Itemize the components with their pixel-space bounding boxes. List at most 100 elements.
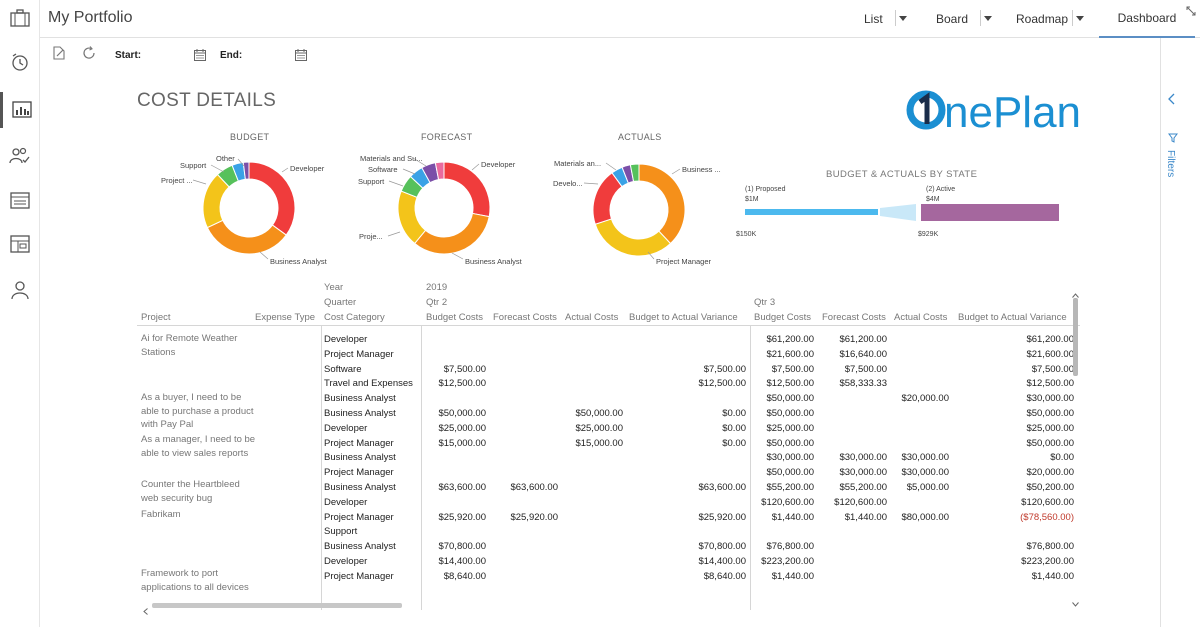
- donut-slice[interactable]: [621, 164, 635, 184]
- filter-icon[interactable]: [1168, 130, 1178, 148]
- value-cell: $30,000.00: [839, 452, 887, 464]
- donut-slice[interactable]: [421, 162, 440, 184]
- value-cell: $21,600.00: [1026, 348, 1074, 360]
- nav-portfolio-icon[interactable]: [0, 0, 40, 36]
- leader-line: [192, 179, 207, 185]
- leader-line: [259, 251, 269, 260]
- refresh-icon[interactable]: [82, 46, 96, 65]
- cost-category-cell: Software: [324, 363, 362, 375]
- value-cell: $25,920.00: [698, 511, 746, 523]
- vertical-scroll-thumb[interactable]: [1073, 298, 1078, 376]
- nav-timesheet-icon[interactable]: [0, 44, 40, 80]
- value-cell: $50,200.00: [1026, 482, 1074, 493]
- start-calendar-icon[interactable]: [194, 48, 206, 66]
- horizontal-scroll-thumb[interactable]: [152, 603, 402, 608]
- value-cell: $120,600.00: [1021, 496, 1074, 508]
- col-header: Qtr 2: [426, 297, 448, 308]
- nav-user-icon[interactable]: [0, 272, 40, 308]
- donut-label: Support: [180, 161, 207, 170]
- value-cell: $70,800.00: [698, 541, 746, 553]
- value-cell: $8,640.00: [443, 570, 486, 582]
- donut-label: Materials and Su...: [360, 154, 423, 163]
- scroll-left-icon[interactable]: [143, 602, 148, 620]
- value-cell: $14,400.00: [438, 556, 486, 567]
- donut-slice[interactable]: [611, 166, 629, 188]
- donut-label: Support: [358, 177, 385, 186]
- chevron-left-icon[interactable]: [1168, 92, 1176, 110]
- expand-icon[interactable]: [1186, 3, 1196, 21]
- donut-slice[interactable]: [206, 219, 287, 255]
- donut-slice[interactable]: [216, 164, 239, 188]
- chevron-down-icon[interactable]: [980, 10, 994, 26]
- state-top-value: $4M: [926, 196, 940, 203]
- donut-slice[interactable]: [231, 161, 246, 182]
- chevron-down-icon[interactable]: [1072, 10, 1086, 26]
- value-cell: $50,000.00: [766, 467, 814, 479]
- row-header: Project: [141, 312, 171, 323]
- value-cell: $12,500.00: [766, 378, 814, 390]
- value-cell: $7,500.00: [443, 363, 486, 375]
- donut-label: Project Manager: [656, 257, 712, 266]
- donut-title: ACTUALS: [618, 132, 662, 142]
- nav-board-icon[interactable]: [0, 226, 40, 262]
- end-label: End:: [220, 50, 243, 61]
- value-cell: $15,000.00: [438, 437, 486, 449]
- value-cell: $1,440.00: [844, 511, 887, 523]
- tab-board[interactable]: Board: [936, 12, 969, 26]
- value-cell: $30,000.00: [1026, 393, 1074, 405]
- donut-slice[interactable]: [443, 161, 491, 218]
- project-cell: Ai for Remote Weather Stations: [141, 333, 238, 358]
- donut-slice[interactable]: [202, 173, 230, 229]
- donut-slice[interactable]: [594, 218, 672, 257]
- donut-slice[interactable]: [248, 161, 296, 236]
- chevron-down-icon[interactable]: [895, 10, 909, 26]
- leader-line: [605, 162, 617, 171]
- value-cell: $8,640.00: [703, 570, 746, 582]
- measure-header: Budget Costs: [426, 312, 484, 323]
- row-header: Cost Category: [324, 312, 385, 323]
- donut-slice[interactable]: [413, 212, 490, 255]
- nav-calendar-icon[interactable]: [0, 182, 40, 218]
- value-cell: $7,500.00: [703, 363, 746, 375]
- donut-slice[interactable]: [434, 161, 445, 181]
- nav-dashboard-icon[interactable]: [0, 92, 40, 128]
- donut-slice[interactable]: [629, 163, 640, 183]
- leader-line: [583, 182, 599, 185]
- donut-slice[interactable]: [400, 175, 424, 198]
- value-cell: $15,000.00: [575, 437, 623, 449]
- svg-text:nePlan: nePlan: [944, 88, 1081, 137]
- filters-label[interactable]: Filters: [1165, 150, 1176, 178]
- toolbar: Start: End:: [40, 38, 1160, 72]
- donut-label: Business Analyst: [465, 257, 522, 266]
- donut-label: Materials an...: [554, 159, 602, 168]
- tab-dashboard[interactable]: Dashboard: [1099, 0, 1195, 38]
- value-cell: $21,600.00: [766, 348, 814, 360]
- nav-resources-icon[interactable]: [0, 138, 40, 174]
- value-cell: $0.00: [722, 437, 746, 449]
- donut-slice[interactable]: [409, 167, 431, 189]
- report-title: COST DETAILS: [137, 90, 277, 111]
- state-chart: BUDGET & ACTUALS BY STATE (1) Proposed $1M…: [736, 169, 1059, 238]
- value-cell: $50,000.00: [575, 408, 623, 419]
- value-cell: $20,000.00: [1026, 467, 1074, 479]
- state-bar: [745, 209, 878, 215]
- project-cell: Fabrikam: [141, 509, 181, 520]
- donut-label: Developer: [481, 160, 516, 169]
- donut-slice[interactable]: [638, 163, 686, 245]
- tab-list[interactable]: List: [864, 12, 883, 26]
- value-cell: $7,500.00: [844, 363, 887, 375]
- value-cell: $0.00: [1050, 452, 1074, 464]
- donut-slice[interactable]: [242, 161, 250, 180]
- donut-slice[interactable]: [592, 172, 623, 225]
- value-cell: $12,500.00: [1026, 378, 1074, 390]
- end-calendar-icon[interactable]: [295, 48, 307, 66]
- scroll-down-icon[interactable]: [1072, 594, 1079, 612]
- donut-slice[interactable]: [397, 190, 427, 245]
- leader-line: [387, 231, 401, 237]
- tab-roadmap[interactable]: Roadmap: [1016, 12, 1069, 26]
- edit-icon[interactable]: [52, 46, 66, 65]
- scroll-up-icon[interactable]: [1072, 285, 1079, 303]
- value-cell: $0.00: [722, 422, 746, 434]
- value-cell: $50,000.00: [766, 408, 814, 419]
- value-cell: $30,000.00: [901, 452, 949, 464]
